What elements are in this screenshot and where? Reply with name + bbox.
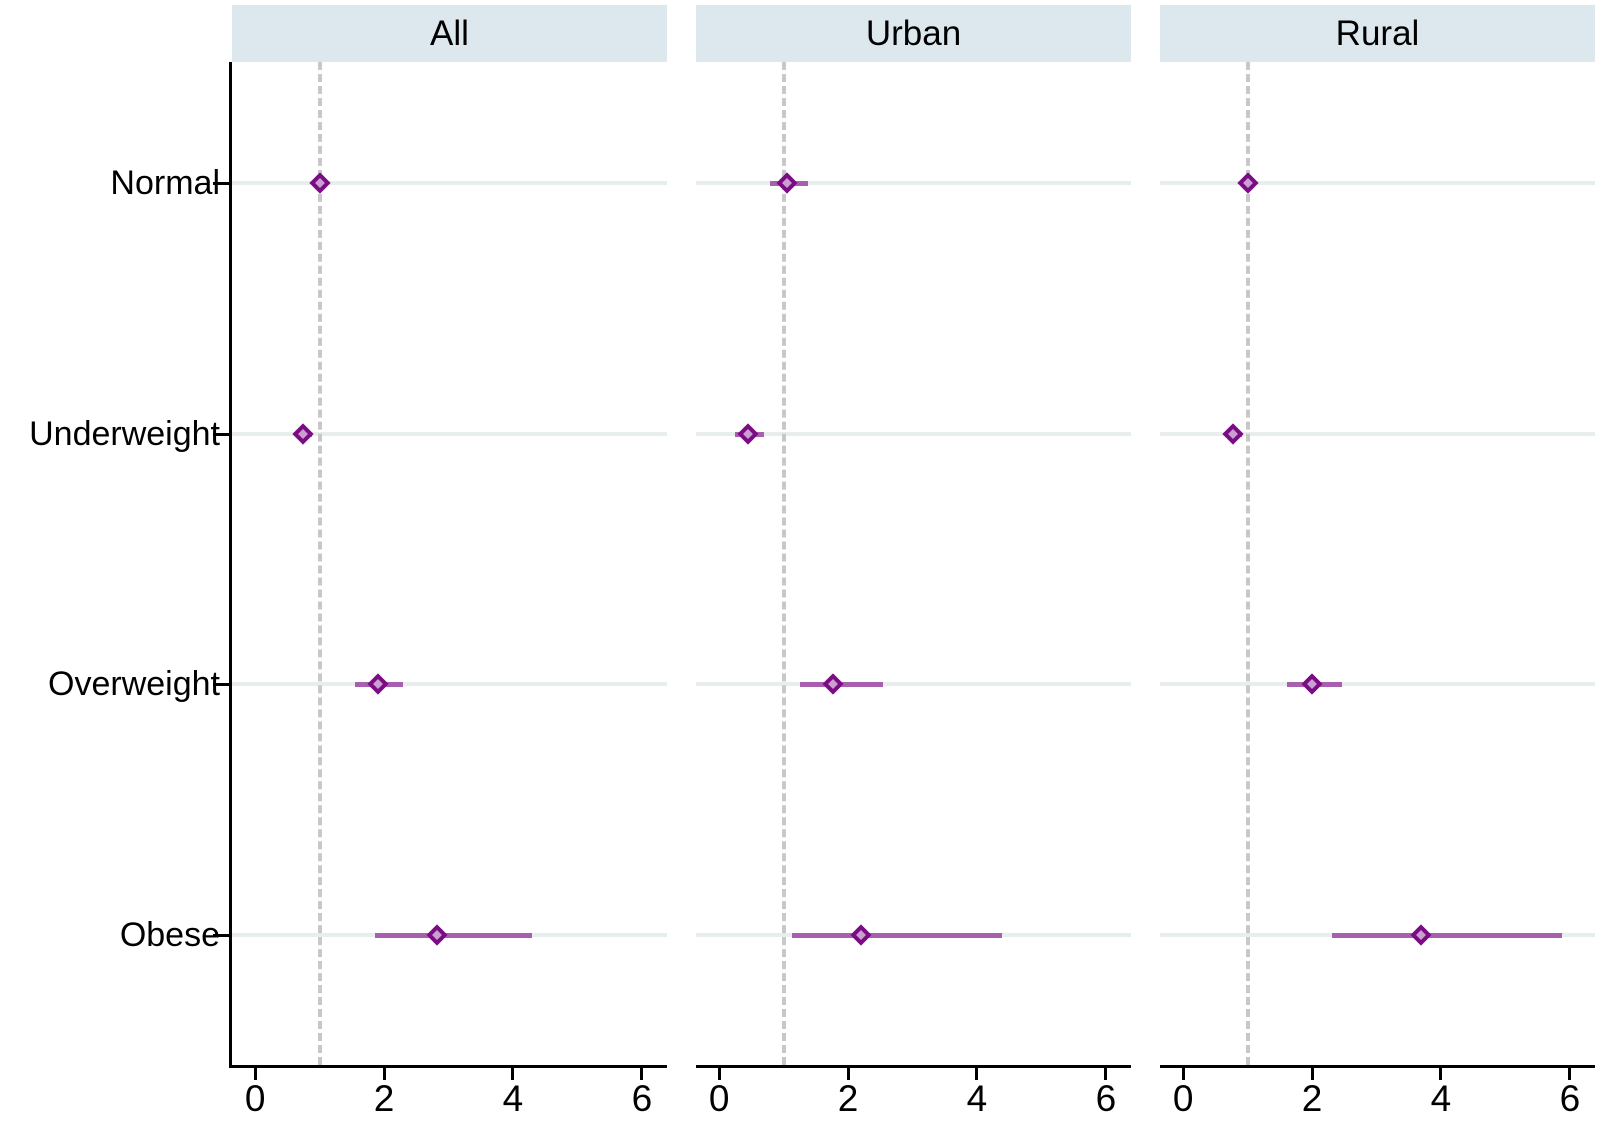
x-tick — [846, 1065, 850, 1080]
category-gridline — [232, 432, 667, 436]
x-tick — [382, 1065, 386, 1080]
category-label-underweight: Underweight — [29, 415, 220, 453]
x-tick — [253, 1065, 257, 1080]
ci-line-obese — [792, 932, 1003, 938]
marker-diamond — [822, 673, 844, 695]
marker-diamond — [1301, 673, 1323, 695]
y-tick — [213, 934, 231, 937]
category-label-normal: Normal — [110, 164, 220, 202]
category-gridline — [696, 432, 1131, 436]
marker-diamond — [1222, 423, 1245, 445]
reference-line — [317, 62, 322, 1065]
x-tick-label: 2 — [837, 1078, 859, 1119]
x-tick-label: 0 — [1172, 1078, 1194, 1119]
x-tick-label: 6 — [1559, 1078, 1581, 1119]
marker-diamond — [426, 924, 448, 946]
category-gridline — [696, 181, 1131, 185]
x-tick — [1568, 1065, 1572, 1080]
x-tick — [1181, 1065, 1185, 1080]
category-gridline — [696, 682, 1131, 686]
panel-header-all: All — [232, 5, 667, 62]
x-tick — [1310, 1065, 1314, 1080]
marker-diamond — [776, 172, 798, 194]
x-tick — [975, 1065, 979, 1080]
y-tick — [213, 683, 231, 686]
marker-diamond — [1237, 172, 1259, 194]
plot-area-all — [229, 62, 667, 1068]
x-tick — [511, 1065, 515, 1080]
x-tick-label: 0 — [244, 1078, 266, 1119]
category-gridline — [232, 181, 667, 185]
category-gridline — [232, 682, 667, 686]
x-tick-label: 6 — [1095, 1078, 1117, 1119]
panel-header-urban: Urban — [696, 5, 1131, 62]
category-gridline — [1160, 682, 1595, 686]
x-tick — [1104, 1065, 1108, 1080]
marker-diamond — [367, 673, 389, 695]
ci-line-obese — [1332, 932, 1563, 938]
x-tick — [640, 1065, 644, 1080]
marker-diamond — [850, 924, 872, 946]
category-label-obese: Obese — [119, 916, 220, 954]
x-tick-label: 4 — [966, 1078, 988, 1119]
marker-diamond — [292, 423, 314, 445]
marker-diamond — [309, 172, 331, 194]
x-tick — [1439, 1065, 1443, 1080]
x-tick-label: 4 — [1430, 1078, 1452, 1119]
category-gridline — [1160, 181, 1595, 185]
y-tick — [213, 182, 231, 185]
marker-diamond — [736, 423, 759, 445]
ci-line-obese — [375, 932, 533, 938]
category-label-overweight: Overweight — [48, 665, 220, 703]
x-tick-label: 6 — [631, 1078, 653, 1119]
marker-diamond — [1410, 924, 1432, 946]
reference-line — [1245, 62, 1250, 1065]
x-tick-label: 4 — [502, 1078, 524, 1119]
x-tick-label: 2 — [1301, 1078, 1323, 1119]
x-tick-label: 0 — [708, 1078, 730, 1119]
y-tick — [213, 433, 231, 436]
panel-header-rural: Rural — [1160, 5, 1595, 62]
category-gridline — [1160, 432, 1595, 436]
reference-line — [781, 62, 786, 1065]
x-tick — [717, 1065, 721, 1080]
plot-area-urban — [696, 62, 1131, 1068]
plot-area-rural — [1160, 62, 1595, 1068]
x-tick-label: 2 — [373, 1078, 395, 1119]
